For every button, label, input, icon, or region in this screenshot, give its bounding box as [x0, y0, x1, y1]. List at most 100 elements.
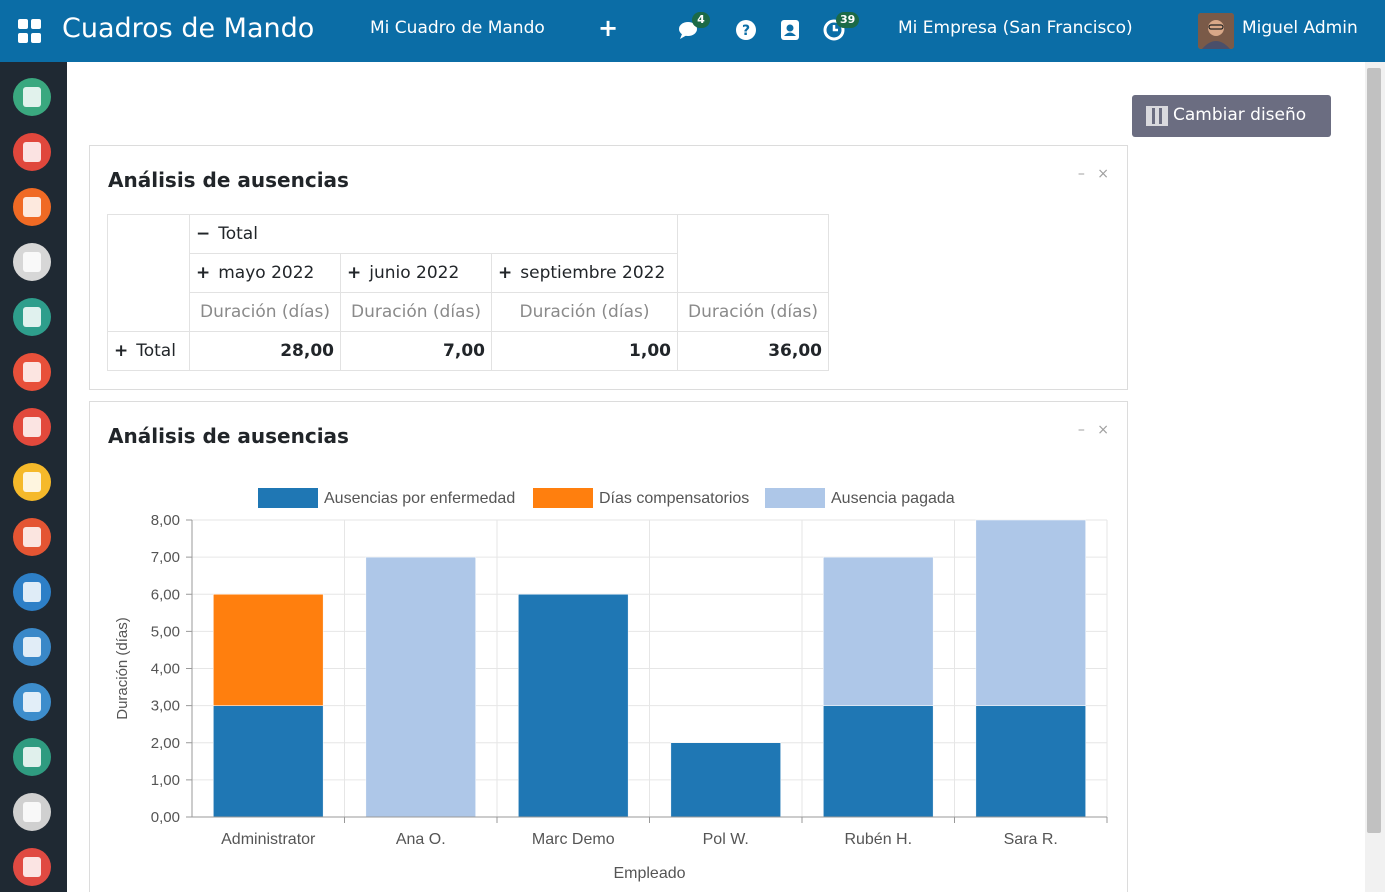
svg-text:?: ?	[742, 23, 750, 39]
app-glyph	[23, 747, 41, 767]
messages-button[interactable]: 4	[678, 12, 710, 42]
apps-menu-icon[interactable]	[18, 19, 42, 43]
columns-icon	[1146, 106, 1168, 126]
pivot-cell: 7,00	[340, 331, 492, 371]
pivot-header-month[interactable]: + mayo 2022	[189, 253, 341, 293]
sidebar-app-reclutamiento-icon[interactable]	[13, 298, 51, 336]
chat-bubbles-icon	[679, 22, 697, 39]
pivot-measure-header[interactable]: Duración (días)	[677, 292, 829, 332]
bar-segment	[213, 594, 324, 706]
sidebar-app-conversaciones-icon[interactable]	[13, 78, 51, 116]
bar-segment	[213, 705, 324, 818]
pivot-row-total[interactable]: + Total	[107, 331, 190, 371]
pivot-header-month[interactable]: + junio 2022	[340, 253, 492, 293]
expand-icon: +	[347, 263, 362, 283]
legend-swatch	[765, 488, 825, 508]
app-glyph	[23, 582, 41, 602]
bar-segment	[365, 556, 476, 818]
month-label: junio 2022	[369, 263, 460, 283]
pivot-panel: Análisis de ausencias – × − Total + mayo 2…	[89, 145, 1128, 390]
bar-segment	[975, 519, 1086, 706]
address-book-icon	[781, 20, 799, 40]
change-layout-button[interactable]: Cambiar diseño	[1132, 95, 1331, 137]
pivot-header-total[interactable]: − Total	[189, 214, 678, 254]
add-icon[interactable]: +	[598, 14, 619, 42]
sidebar-app-contactos-icon[interactable]	[13, 188, 51, 226]
sidebar-app-ventas-icon[interactable]	[13, 408, 51, 446]
x-axis-title: Empleado	[613, 865, 685, 882]
app-glyph	[23, 637, 41, 657]
pivot-header-month[interactable]: + septiembre 2022	[491, 253, 678, 293]
sidebar-app-ausencias-icon[interactable]	[13, 738, 51, 776]
expand-icon: +	[114, 341, 129, 361]
legend-swatch	[533, 488, 593, 508]
expand-icon: +	[196, 263, 211, 283]
sidebar-app-sitio-web-icon[interactable]	[13, 463, 51, 501]
app-glyph	[23, 472, 41, 492]
sidebar-app-tienda-icon[interactable]	[13, 793, 51, 831]
bar-segment	[518, 594, 629, 818]
avatar-image	[1198, 13, 1234, 49]
activities-button[interactable]: 39	[822, 12, 860, 42]
sidebar-app-crm-icon[interactable]	[13, 353, 51, 391]
y-tick-label: 2,00	[151, 735, 180, 752]
expand-icon: +	[498, 263, 513, 283]
app-title[interactable]: Cuadros de Mando	[62, 13, 315, 44]
app-glyph	[23, 142, 41, 162]
y-axis-title: Duración (días)	[114, 617, 131, 720]
y-tick-label: 3,00	[151, 698, 180, 715]
sidebar-app-planificacion-icon[interactable]	[13, 683, 51, 721]
bar-segment	[823, 705, 934, 818]
app-glyph	[23, 307, 41, 327]
pivot-empty-cell	[677, 214, 829, 293]
pivot-cell: 1,00	[491, 331, 678, 371]
sidebar-app-contabilidad-icon[interactable]	[13, 628, 51, 666]
chart-panel-tools: – ×	[1070, 422, 1109, 438]
pivot-measure-header[interactable]: Duración (días)	[189, 292, 341, 332]
sidebar-app-eventos-icon[interactable]	[13, 848, 51, 886]
y-tick-label: 6,00	[151, 586, 180, 603]
month-label: mayo 2022	[218, 263, 315, 283]
row-total-label: Total	[136, 341, 176, 361]
sidebar-app-empleados-icon[interactable]	[13, 243, 51, 281]
help-icon: ?	[736, 20, 756, 40]
pivot-measure-header[interactable]: Duración (días)	[491, 292, 678, 332]
bar-segment	[823, 556, 934, 706]
legend-label: Ausencia pagada	[831, 490, 955, 507]
y-tick-label: 0,00	[151, 809, 180, 826]
user-avatar[interactable]	[1198, 13, 1234, 49]
sidebar-app-gastos-icon[interactable]	[13, 518, 51, 556]
minimize-icon[interactable]: –	[1077, 166, 1085, 182]
help-button[interactable]: ?	[734, 18, 758, 42]
app-sidebar	[0, 62, 67, 892]
app-glyph	[23, 87, 41, 107]
change-layout-label: Cambiar diseño	[1173, 105, 1307, 125]
app-glyph	[23, 417, 41, 437]
sidebar-app-calendario-icon[interactable]	[13, 133, 51, 171]
app-glyph	[23, 362, 41, 382]
legend-label: Ausencias por enfermedad	[324, 490, 515, 507]
sidebar-app-punto-de-venta-icon[interactable]	[13, 573, 51, 611]
chart-panel: Análisis de ausencias – × Ausencias por …	[89, 401, 1128, 892]
menu-my-dashboard[interactable]: Mi Cuadro de Mando	[370, 18, 545, 38]
contacts-button[interactable]	[778, 18, 802, 42]
bar-segment	[670, 742, 781, 818]
company-switcher[interactable]: Mi Empresa (San Francisco)	[898, 18, 1133, 38]
dashboard-main: Cambiar diseño Análisis de ausencias – ×…	[67, 62, 1365, 892]
user-menu[interactable]: Miguel Admin	[1242, 18, 1358, 38]
pivot-panel-title: Análisis de ausencias	[108, 168, 349, 192]
y-tick-label: 8,00	[151, 512, 180, 529]
month-label: septiembre 2022	[520, 263, 666, 283]
minimize-icon[interactable]: –	[1077, 422, 1085, 438]
pivot-measure-header[interactable]: Duración (días)	[340, 292, 492, 332]
app-glyph	[23, 527, 41, 547]
y-tick-label: 4,00	[151, 661, 180, 678]
activities-badge: 39	[836, 12, 860, 28]
chart-panel-title: Análisis de ausencias	[108, 424, 349, 448]
bar-segment	[975, 705, 1086, 818]
close-icon[interactable]: ×	[1097, 422, 1109, 438]
top-navbar: Cuadros de Mando Mi Cuadro de Mando + 4 …	[0, 0, 1385, 62]
close-icon[interactable]: ×	[1097, 166, 1109, 182]
scrollbar-thumb[interactable]	[1367, 68, 1381, 833]
collapse-icon: −	[196, 224, 211, 244]
